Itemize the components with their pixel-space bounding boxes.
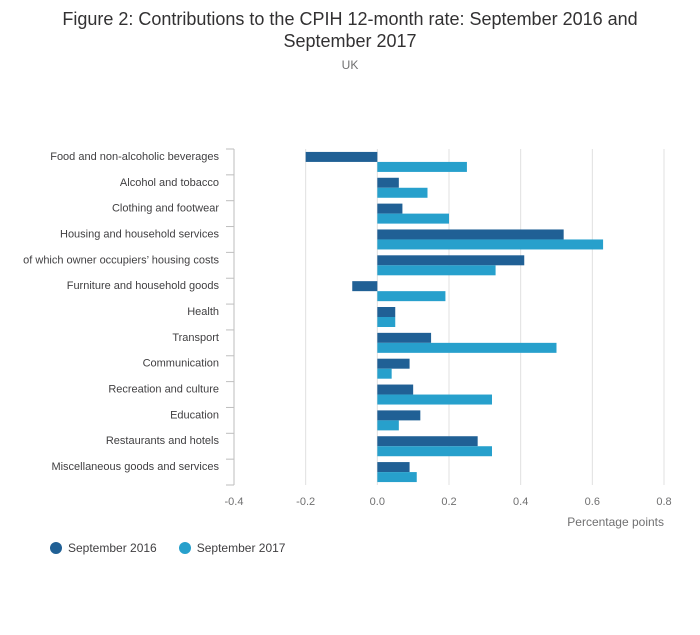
- bar-chart: -0.4 -0.2 0.0 0.2 0.4 0.6 0.8 Food and non-alco…: [23, 148, 672, 529]
- bar-series-1: [377, 384, 414, 395]
- category-label: Restaurants and hotels: [106, 435, 220, 447]
- bar-series-2: [377, 446, 492, 457]
- category-label: Miscellaneous goods and services: [51, 461, 219, 473]
- category-label: Communication: [143, 358, 219, 370]
- legend-item-series-1[interactable]: September 2016: [50, 541, 157, 555]
- x-axis-title: Percentage points: [567, 515, 664, 529]
- bar-series-1: [377, 177, 399, 188]
- bar-series-1: [377, 462, 410, 473]
- bar-series-1: [305, 151, 378, 162]
- category-label: Clothing and footwear: [112, 203, 219, 215]
- category-label: Housing and household services: [60, 228, 219, 240]
- chart-subtitle: UK: [341, 58, 359, 72]
- bar-series-2: [377, 265, 496, 276]
- bar-series-2: [377, 342, 557, 353]
- bar-series-1: [352, 281, 378, 292]
- legend-marker-icon: [178, 542, 191, 554]
- x-tick-label: 0.4: [513, 496, 528, 508]
- bar-series-2: [377, 187, 428, 198]
- category-label: Furniture and household goods: [67, 280, 220, 292]
- bar-series-1: [377, 229, 564, 240]
- bar-series-2: [377, 239, 604, 250]
- category-label: Transport: [172, 332, 219, 344]
- bar-series-2: [377, 291, 446, 302]
- bar-series-2: [377, 368, 392, 379]
- category-label: Education: [170, 409, 219, 421]
- bar-series-2: [377, 161, 467, 172]
- bar-series-1: [377, 332, 432, 343]
- category-label: Recreation and culture: [108, 384, 219, 396]
- category-label: Food and non-alcoholic beverages: [50, 151, 219, 163]
- bar-series-2: [377, 213, 449, 224]
- x-tick-label: 0.6: [585, 496, 600, 508]
- x-tick-label: -0.4: [225, 496, 244, 508]
- legend-item-series-2[interactable]: September 2017: [178, 541, 286, 555]
- category-label: of which owner occupiers’ housing costs: [23, 254, 219, 266]
- legend: September 2016 September 2017: [50, 541, 285, 555]
- bar-series-1: [377, 358, 410, 369]
- bar-series-2: [377, 420, 399, 431]
- x-tick-label: -0.2: [296, 496, 315, 508]
- legend-marker-icon: [50, 542, 62, 554]
- legend-label: September 2016: [68, 541, 157, 555]
- bar-series-1: [377, 410, 421, 421]
- bar-series-1: [377, 203, 403, 214]
- x-tick-label: 0.2: [441, 496, 456, 508]
- x-tick-label: 0.8: [656, 496, 671, 508]
- bar-series-1: [377, 255, 525, 266]
- bar-series-1: [377, 307, 396, 317]
- legend-label: September 2017: [196, 541, 286, 555]
- bar-series-2: [377, 394, 492, 405]
- bar-series-2: [377, 317, 396, 327]
- bar-series-1: [377, 436, 478, 447]
- category-label: Alcohol and tobacco: [120, 177, 219, 189]
- x-tick-label: 0.0: [370, 496, 385, 508]
- chart-title: Figure 2: Contributions to the CPIH 12-m…: [62, 9, 638, 51]
- bar-series-2: [377, 472, 417, 483]
- category-label: Health: [187, 306, 219, 318]
